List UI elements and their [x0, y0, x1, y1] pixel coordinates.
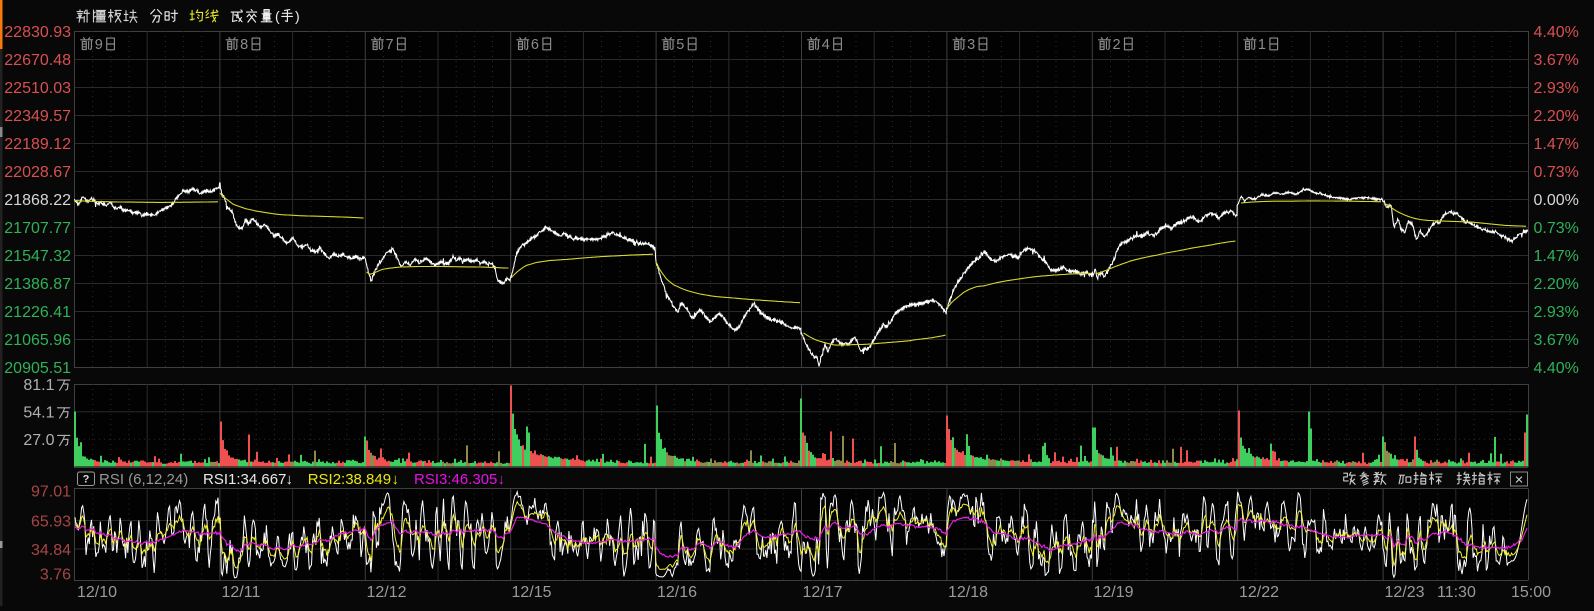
svg-text:22510.03: 22510.03 [4, 80, 71, 97]
svg-text:2: 2 [1113, 37, 1121, 53]
svg-text:12/23: 12/23 [1385, 584, 1425, 601]
svg-text:2.93%: 2.93% [1534, 80, 1579, 97]
svg-text:8: 8 [240, 37, 248, 53]
svg-text:4: 4 [822, 37, 830, 53]
svg-text:×: × [1515, 471, 1524, 488]
svg-text:): ) [295, 8, 300, 24]
svg-text:↓: ↓ [498, 471, 506, 488]
svg-text:21226.41: 21226.41 [4, 304, 71, 321]
svg-text:0.73%: 0.73% [1534, 220, 1579, 237]
svg-text:21386.87: 21386.87 [4, 276, 71, 293]
svg-text:3.67%: 3.67% [1534, 332, 1579, 349]
svg-text:3: 3 [967, 37, 975, 53]
svg-text:12/18: 12/18 [948, 584, 988, 601]
svg-text:15:00: 15:00 [1511, 584, 1551, 601]
svg-text:12/11: 12/11 [222, 584, 261, 601]
svg-text:1: 1 [1258, 37, 1266, 53]
svg-text:?: ? [83, 474, 90, 486]
svg-text:81.1: 81.1 [23, 377, 54, 394]
svg-text:RSI1:34.667: RSI1:34.667 [203, 471, 286, 488]
svg-text:12/17: 12/17 [803, 584, 843, 601]
svg-text:2.93%: 2.93% [1534, 304, 1579, 321]
svg-text:3.76: 3.76 [40, 566, 71, 583]
svg-text:1.47%: 1.47% [1534, 248, 1579, 265]
svg-text:2.20%: 2.20% [1534, 276, 1579, 293]
svg-text:3.67%: 3.67% [1534, 52, 1579, 69]
svg-text:1.47%: 1.47% [1534, 136, 1579, 153]
svg-text:11:30: 11:30 [1437, 584, 1476, 601]
svg-text:(: ( [275, 8, 280, 24]
svg-text:4.40%: 4.40% [1534, 360, 1579, 377]
svg-text:12/15: 12/15 [512, 584, 552, 601]
svg-text:12/16: 12/16 [657, 584, 697, 601]
svg-text:97.01: 97.01 [31, 483, 71, 500]
svg-text:7: 7 [386, 37, 394, 53]
svg-text:22349.57: 22349.57 [4, 108, 71, 125]
svg-text:RSI3:46.305: RSI3:46.305 [414, 471, 497, 488]
svg-text:22670.48: 22670.48 [4, 52, 71, 69]
svg-text:0.00%: 0.00% [1534, 192, 1579, 209]
svg-text:34.84: 34.84 [31, 542, 71, 559]
svg-text:12/12: 12/12 [367, 584, 407, 601]
svg-text:↓: ↓ [286, 471, 294, 488]
svg-text:54.1: 54.1 [23, 405, 54, 422]
svg-text:22189.12: 22189.12 [4, 136, 71, 153]
svg-text:21868.22: 21868.22 [4, 192, 71, 209]
svg-text:9: 9 [95, 37, 103, 53]
svg-text:5: 5 [676, 37, 684, 53]
svg-text:21707.77: 21707.77 [4, 220, 71, 237]
svg-text:↓: ↓ [392, 471, 400, 488]
svg-text:12/10: 12/10 [77, 584, 117, 601]
svg-text:RSI (6,12,24): RSI (6,12,24) [99, 471, 188, 488]
svg-text:20905.51: 20905.51 [4, 360, 71, 377]
svg-text:0.73%: 0.73% [1534, 164, 1579, 181]
svg-text:21065.96: 21065.96 [4, 332, 71, 349]
svg-text:21547.32: 21547.32 [4, 248, 71, 265]
svg-text:6: 6 [531, 37, 539, 53]
svg-text:12/22: 12/22 [1239, 584, 1279, 601]
svg-text:65.93: 65.93 [31, 513, 71, 530]
svg-text:22830.93: 22830.93 [4, 24, 71, 41]
svg-text:27.0: 27.0 [23, 432, 54, 449]
svg-text:12/19: 12/19 [1094, 584, 1134, 601]
svg-text:RSI2:38.849: RSI2:38.849 [308, 471, 391, 488]
svg-text:22028.67: 22028.67 [4, 164, 71, 181]
svg-text:4.40%: 4.40% [1534, 24, 1579, 41]
svg-text:2.20%: 2.20% [1534, 108, 1579, 125]
